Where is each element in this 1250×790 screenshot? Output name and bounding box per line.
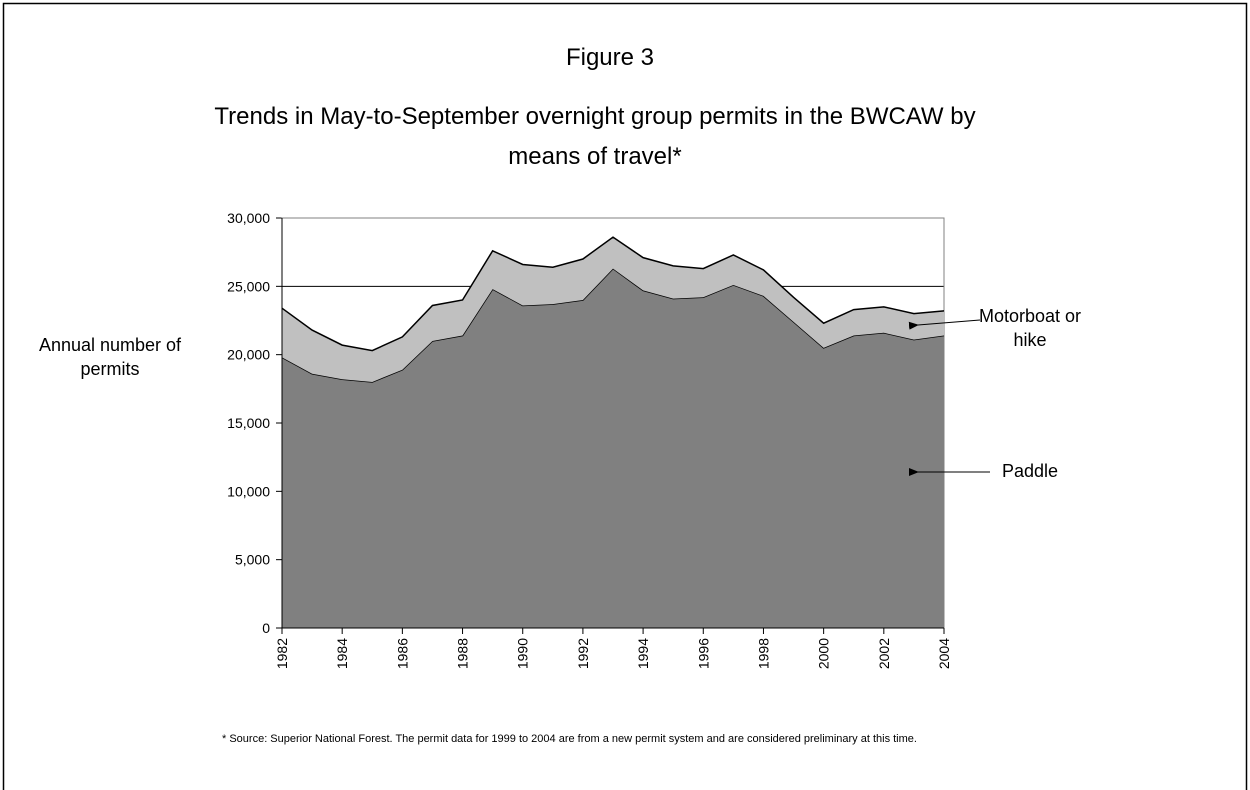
y-tick-label: 25,000 <box>227 278 270 294</box>
footnote: * Source: Superior National Forest. The … <box>222 733 917 745</box>
x-tick-label: 1984 <box>334 638 350 669</box>
x-tick-label: 1982 <box>274 638 290 669</box>
x-tick-label: 1990 <box>515 638 531 669</box>
y-tick-label: 0 <box>262 620 270 636</box>
x-tick-label: 2002 <box>876 638 892 669</box>
area-outline <box>281 236 945 352</box>
x-tick-label: 1992 <box>575 638 591 669</box>
series-label: Paddle <box>1001 461 1059 481</box>
y-tick-label: 30,000 <box>227 210 270 226</box>
x-tick-label: 1994 <box>635 638 651 669</box>
x-tick-label: 1988 <box>455 638 471 669</box>
area <box>282 237 944 382</box>
arrow <box>908 319 981 330</box>
x-tick-label: 2000 <box>816 638 832 669</box>
x-tick-label: 1998 <box>755 638 771 669</box>
x-tick-label: 1996 <box>695 638 711 669</box>
figure-label: Figure 3 <box>565 44 655 71</box>
area <box>282 268 944 628</box>
y-tick-label: 20,000 <box>227 347 270 363</box>
x-tick-label: 1986 <box>394 638 410 669</box>
y-tick-label: 10,000 <box>227 483 270 499</box>
y-tick-label: 15,000 <box>227 415 270 431</box>
y-axis-title: Annual number of permits <box>38 335 182 379</box>
x-tick-label: 2004 <box>936 638 952 669</box>
chart-title: Trends in May-to-September overnight gro… <box>214 103 976 170</box>
y-tick-label: 5,000 <box>235 552 270 568</box>
series-label: Motorboat or hike <box>978 306 1082 350</box>
